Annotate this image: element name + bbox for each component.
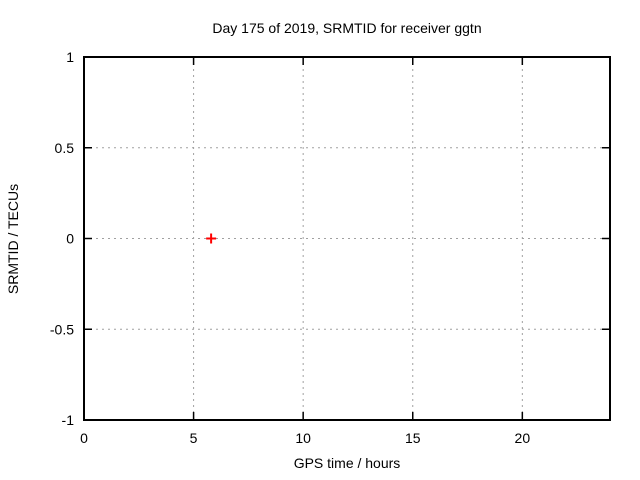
x-tick-label: 15 <box>405 430 421 446</box>
x-tick-label: 20 <box>515 430 531 446</box>
x-tick-label: 0 <box>80 430 88 446</box>
y-tick-label: 1 <box>66 49 74 65</box>
x-tick-label: 10 <box>295 430 311 446</box>
y-tick-label: 0.5 <box>55 140 75 156</box>
chart-title: Day 175 of 2019, SRMTID for receiver ggt… <box>212 20 482 36</box>
x-axis-label: GPS time / hours <box>293 455 401 471</box>
x-tick-label: 5 <box>190 430 198 446</box>
y-tick-label: 0 <box>66 231 74 247</box>
plot-border <box>83 56 611 421</box>
y-tick-label: -1 <box>62 412 75 428</box>
y-tick-label: -0.5 <box>50 321 74 337</box>
